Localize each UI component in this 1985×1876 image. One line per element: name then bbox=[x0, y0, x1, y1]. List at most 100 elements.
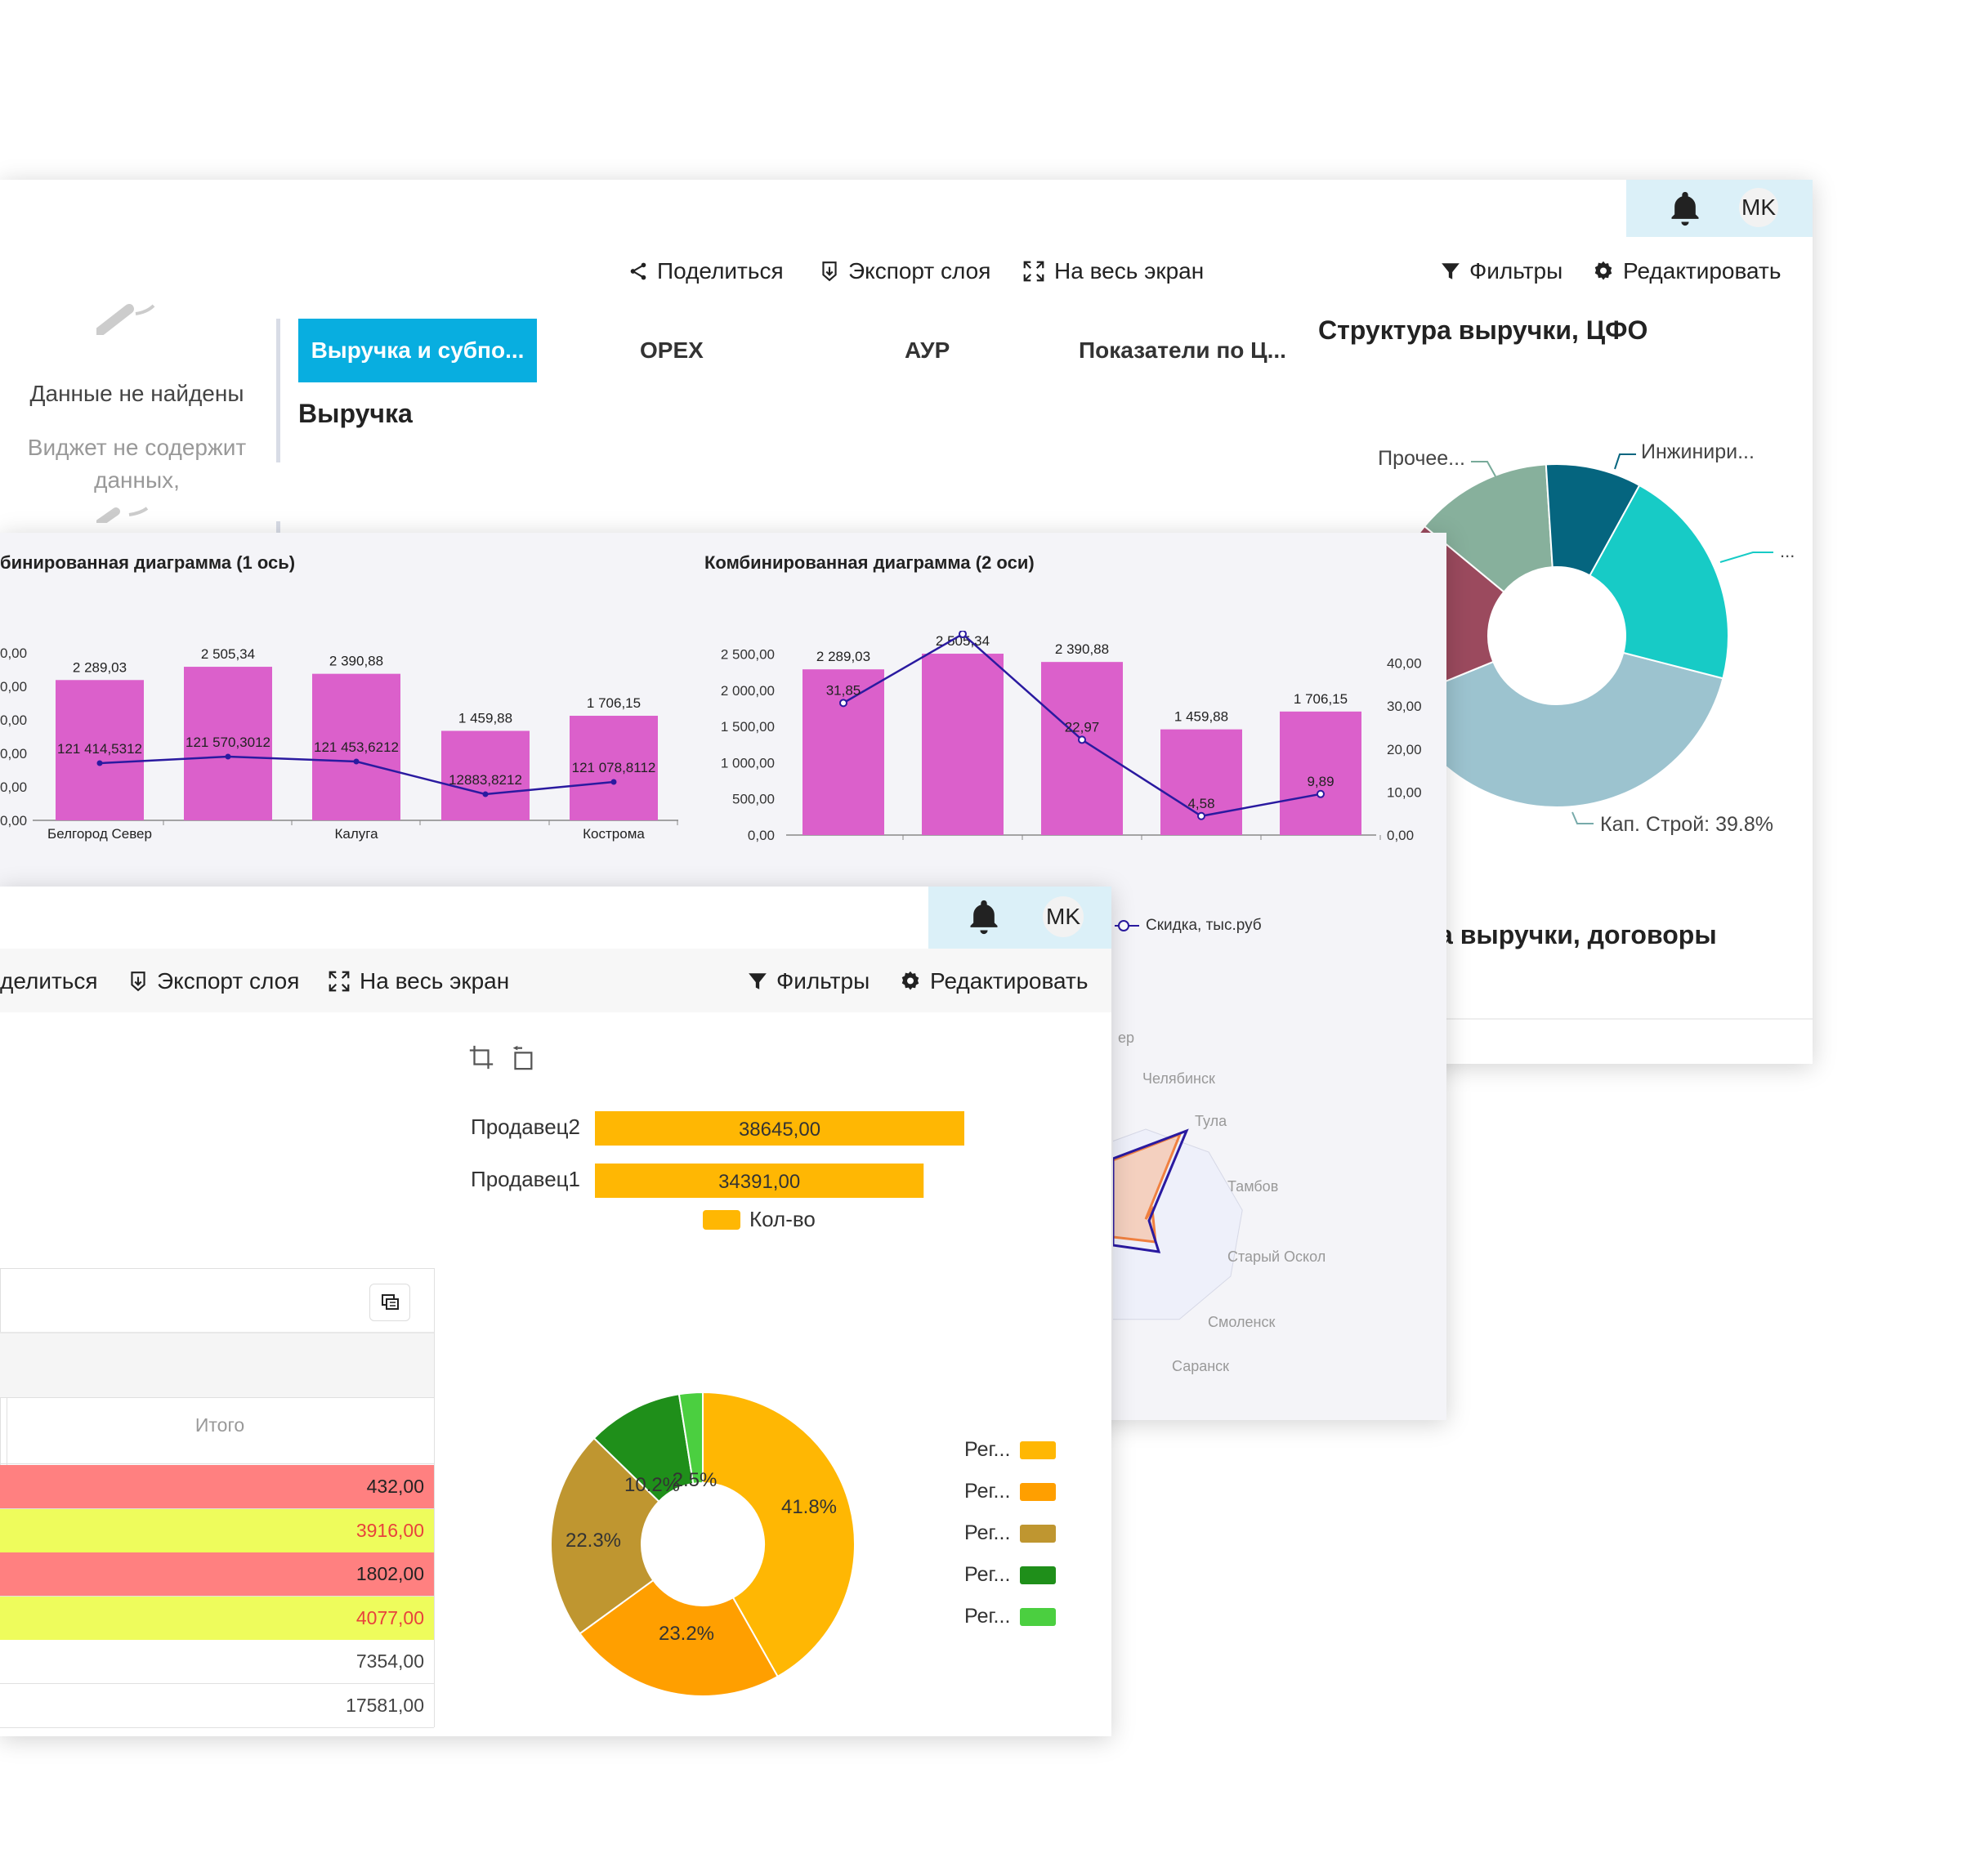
x-tick-label: Кострома bbox=[583, 826, 645, 842]
bell-icon[interactable] bbox=[1667, 188, 1703, 229]
section-title: Выручка bbox=[298, 399, 413, 428]
empty-state-illustration-2 bbox=[96, 507, 162, 527]
donut-legend-label[interactable]: Рег... bbox=[964, 1438, 1011, 1461]
divider bbox=[276, 319, 280, 462]
donut-slice bbox=[579, 1579, 780, 1697]
fullscreen-icon bbox=[1023, 261, 1044, 282]
edit-button[interactable]: Редактировать bbox=[1592, 258, 1781, 284]
line-value-label: 31,85 bbox=[826, 682, 861, 698]
filter-icon bbox=[749, 973, 767, 989]
bar bbox=[595, 1164, 924, 1198]
bar bbox=[1041, 662, 1123, 835]
export-button[interactable]: Экспорт слоя bbox=[127, 968, 299, 994]
y-right-tick-label: 30,00 bbox=[1387, 699, 1422, 714]
table-header-divider bbox=[0, 1463, 434, 1464]
table-row[interactable]: 1802,00 bbox=[0, 1552, 434, 1597]
divider bbox=[276, 521, 280, 538]
table-row[interactable]: 3916,00 bbox=[0, 1508, 434, 1553]
line-value-label: 22,97 bbox=[1065, 719, 1100, 735]
y-category-label: Продавец1 bbox=[471, 1167, 580, 1191]
fullscreen-button[interactable]: На весь экран bbox=[1022, 258, 1204, 284]
table-cell-total: 3916,00 bbox=[355, 1519, 424, 1541]
line-point bbox=[1317, 789, 1325, 798]
tab-aur[interactable]: АУР bbox=[905, 337, 950, 363]
bar-value-label: 2 390,88 bbox=[1055, 641, 1109, 657]
line-value-label: 12883,8212 bbox=[449, 772, 522, 788]
share-button[interactable]: делиться bbox=[0, 968, 98, 994]
donut-legend-label[interactable]: Рег... bbox=[964, 1521, 1011, 1544]
line-point bbox=[610, 779, 617, 785]
bar-value-label: 2 505,34 bbox=[201, 646, 255, 662]
donut-legend-swatch bbox=[1020, 1483, 1056, 1501]
rotate-icon[interactable] bbox=[508, 1043, 536, 1071]
gear-icon bbox=[1594, 261, 1612, 280]
bell-icon[interactable] bbox=[966, 896, 1002, 937]
y-right-tick-label: 20,00 bbox=[1387, 742, 1422, 757]
legend-swatch bbox=[703, 1210, 740, 1230]
donut-legend-label[interactable]: Рег... bbox=[964, 1480, 1011, 1503]
share-button[interactable]: Поделиться bbox=[628, 258, 784, 284]
donut-legend-swatch bbox=[1020, 1608, 1056, 1626]
legend-line: Скидка, тыс.руб bbox=[1115, 917, 1262, 935]
fullscreen-label: На весь экран bbox=[360, 968, 510, 994]
pie-label-engineering: Инжинири... bbox=[1641, 440, 1755, 463]
y-tick-label: 0,00 bbox=[0, 746, 27, 762]
line-point bbox=[96, 760, 103, 766]
fullscreen-button[interactable]: На весь экран bbox=[327, 968, 509, 994]
table-group-header bbox=[0, 1333, 434, 1398]
table-row[interactable]: 17581,00 bbox=[0, 1683, 434, 1728]
y-right-tick-label: 40,00 bbox=[1387, 656, 1422, 672]
line-point bbox=[353, 758, 360, 765]
export-label: Экспорт слоя bbox=[157, 968, 300, 994]
radar-axis-label: Тамбов bbox=[1227, 1178, 1278, 1195]
donut-legend-label[interactable]: Рег... bbox=[964, 1563, 1011, 1586]
pie-label-other: Прочее... bbox=[1378, 447, 1465, 470]
table-settings-icon[interactable] bbox=[369, 1284, 410, 1321]
bar-value-label: 2 289,03 bbox=[73, 659, 127, 675]
y-tick-label: 0,00 bbox=[0, 645, 27, 661]
radar-grid bbox=[1113, 1128, 1243, 1320]
line-value-label: 121 453,6212 bbox=[314, 739, 399, 755]
table-row[interactable]: 432,00 bbox=[0, 1465, 434, 1509]
bar-value-label: 1 706,15 bbox=[1294, 691, 1348, 707]
filters-button[interactable]: Фильтры bbox=[747, 968, 870, 994]
donut-legend-label[interactable]: Рег... bbox=[964, 1605, 1011, 1628]
table-cell-total: 432,00 bbox=[366, 1476, 424, 1497]
tab-indicators[interactable]: Показатели по Ц... bbox=[1079, 337, 1286, 363]
export-label: Экспорт слоя bbox=[848, 258, 991, 284]
y-category-label: Продавец2 bbox=[471, 1114, 580, 1139]
gear-icon bbox=[901, 971, 919, 990]
filters-button[interactable]: Фильтры bbox=[1440, 258, 1563, 284]
line-point bbox=[839, 699, 847, 708]
avatar[interactable]: MK bbox=[1043, 896, 1084, 937]
edit-button[interactable]: Редактировать bbox=[899, 968, 1088, 994]
y-tick-label: 0,00 bbox=[0, 712, 27, 728]
x-tick-label: Калуга bbox=[334, 826, 378, 842]
y-left-tick-label: 2 500,00 bbox=[721, 647, 775, 663]
radar-chart: ер Челябинск Тула Тамбов Старый Оскол Смоленс… bbox=[1113, 1031, 1326, 1374]
empty-state-title: Данные не найдены bbox=[29, 381, 244, 406]
y-right-tick-label: 0,00 bbox=[1387, 828, 1414, 843]
table-row[interactable]: 7354,00 bbox=[0, 1640, 434, 1684]
edit-label: Редактировать bbox=[1623, 258, 1782, 284]
tab-opex[interactable]: OPEX bbox=[640, 337, 704, 363]
region-donut-chart: 41.8% 23.2% 22.3% 10.2%2.5% bbox=[550, 1391, 856, 1697]
y-right-tick-label: 10,00 bbox=[1387, 784, 1422, 800]
chart2-title: Комбинированная диаграмма (2 оси) bbox=[704, 552, 1035, 573]
divider bbox=[1438, 1018, 1813, 1020]
export-icon bbox=[822, 261, 837, 282]
table-row[interactable]: 4077,00 bbox=[0, 1596, 434, 1641]
line-point bbox=[1078, 735, 1086, 744]
share-label: Поделиться bbox=[657, 258, 784, 284]
radar-axis-label: Тула bbox=[1195, 1113, 1227, 1129]
export-button[interactable]: Экспорт слоя bbox=[819, 258, 990, 284]
avatar[interactable]: MK bbox=[1739, 188, 1778, 227]
line-point bbox=[1197, 811, 1205, 820]
bar bbox=[312, 673, 400, 820]
crop-icon[interactable] bbox=[467, 1043, 495, 1071]
revenue-pie-chart: Прочее... Инжинири... ... Кап. Строй: 39… bbox=[1378, 440, 1795, 836]
y-left-tick-label: 1 500,00 bbox=[721, 719, 775, 735]
tab-revenue[interactable] bbox=[298, 319, 537, 382]
radar-series bbox=[1113, 1128, 1189, 1253]
donut-legend-swatch bbox=[1020, 1441, 1056, 1459]
